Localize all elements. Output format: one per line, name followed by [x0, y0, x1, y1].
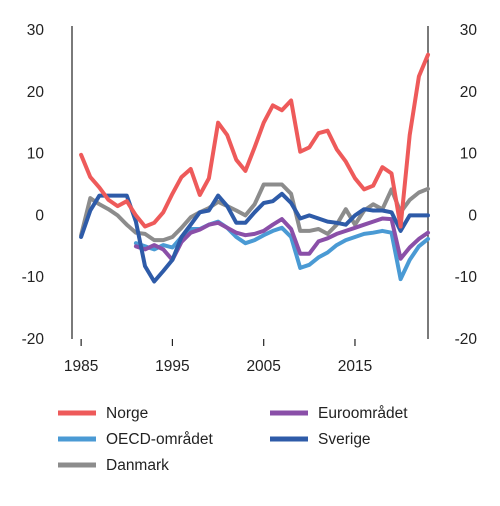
series-line-norge: [79, 52, 430, 229]
y-tick-label-right: 20: [460, 84, 478, 101]
legend-label-danmark: Danmark: [106, 457, 169, 474]
y-tick-label-left: 0: [35, 207, 44, 224]
axes: [71, 26, 429, 339]
legend-label-sverige: Sverige: [318, 431, 371, 448]
legend: Norge Euroområdet OECD-området Sverige Danma…: [58, 405, 408, 474]
x-tick-label: 2005: [246, 358, 280, 375]
y-tick-label-right: 10: [460, 146, 478, 163]
y-tick-label-right: 0: [468, 207, 477, 224]
y-axis-right: 30 20 10 0 -10 -20: [455, 22, 478, 348]
series-line-sverige: [79, 191, 430, 284]
y-axis-left: 30 20 10 0 -10 -20: [22, 22, 45, 348]
y-tick-label-left: 10: [27, 146, 45, 163]
x-tick-label: 1985: [64, 358, 98, 375]
x-tick-label: 1995: [155, 358, 189, 375]
legend-label-oecd-omr-det: OECD-området: [106, 431, 213, 448]
legend-label-euroomr-det: Euroområdet: [318, 405, 408, 422]
series-lines: [79, 52, 430, 284]
legend-label-norge: Norge: [106, 405, 148, 422]
y-tick-label-right: 30: [460, 22, 478, 39]
y-tick-label-left: -10: [22, 269, 45, 286]
x-tick-label: 2015: [338, 358, 372, 375]
y-tick-label-left: 20: [27, 84, 45, 101]
x-axis: 1985 1995 2005 2015: [64, 339, 372, 375]
y-tick-label-right: -10: [455, 269, 478, 286]
y-tick-label-left: -20: [22, 331, 45, 348]
y-tick-label-left: 30: [27, 22, 45, 39]
y-tick-label-right: -20: [455, 331, 478, 348]
series-line-euroomr-det: [133, 216, 430, 262]
